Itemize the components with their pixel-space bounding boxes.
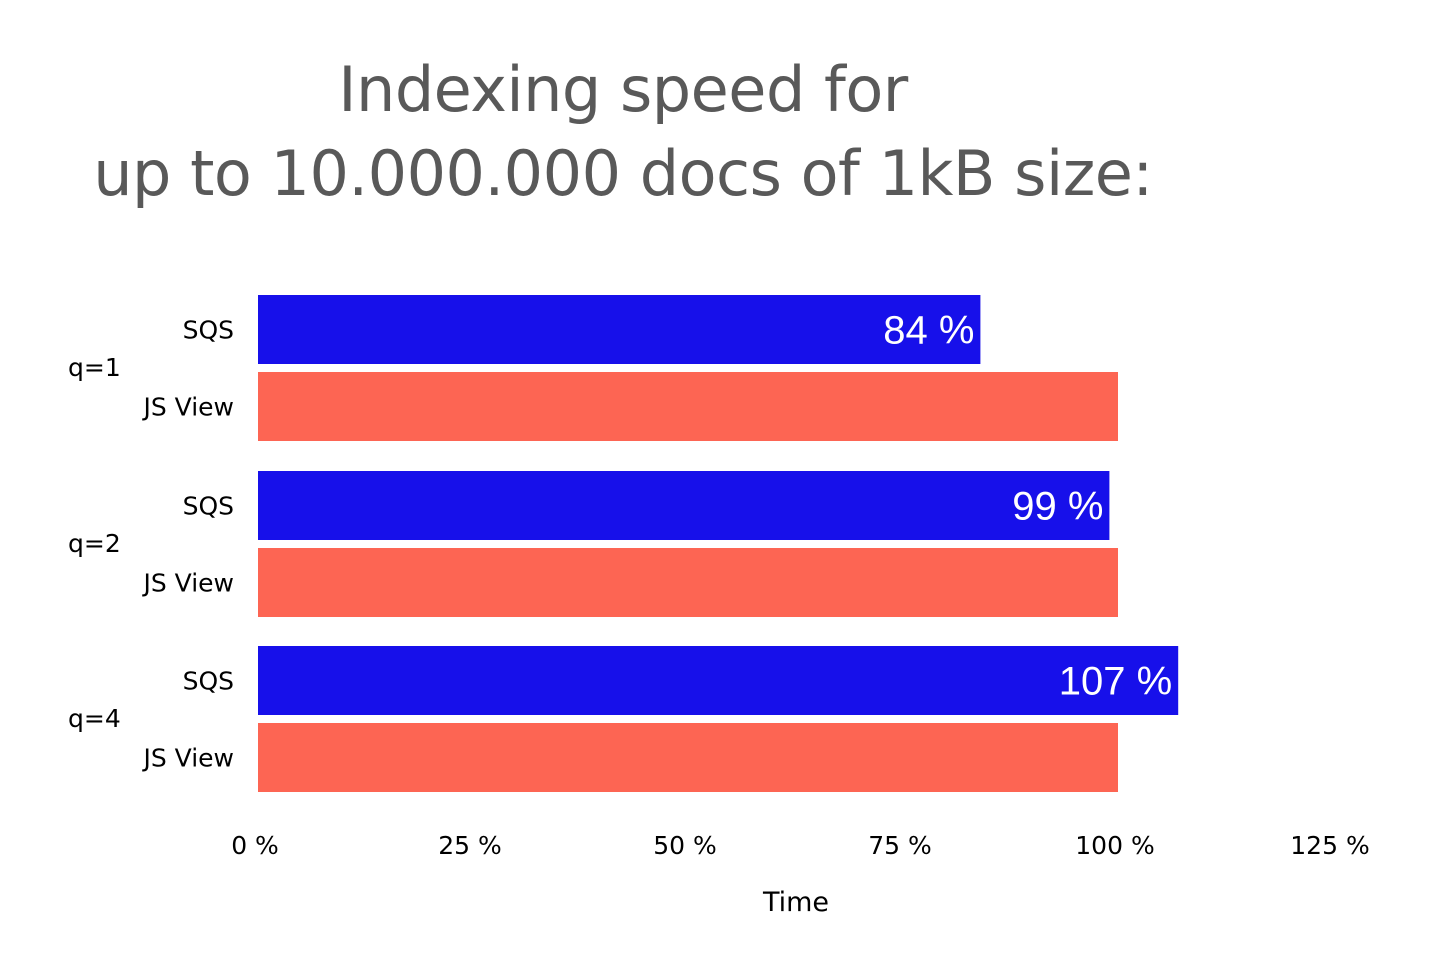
category-label: SQS	[183, 492, 234, 521]
x-tick-label: 0 %	[231, 831, 279, 860]
x-tick-label: 100 %	[1075, 831, 1154, 860]
bar-q=4-sqs	[258, 646, 1179, 715]
x-axis-title: Time	[762, 887, 829, 918]
data-label: 99 %	[1012, 485, 1103, 529]
group-label: q=2	[68, 529, 121, 558]
bar-q=2-js-view	[258, 548, 1118, 617]
bar-q=1-sqs	[258, 295, 981, 364]
x-tick-label: 75 %	[868, 831, 932, 860]
category-label: SQS	[183, 316, 234, 345]
data-label: 84 %	[883, 309, 974, 353]
group-label: q=1	[68, 353, 121, 382]
x-tick-label: 25 %	[438, 831, 502, 860]
x-tick-label: 50 %	[653, 831, 717, 860]
x-tick-label: 125 %	[1290, 831, 1369, 860]
category-label: JS View	[141, 744, 234, 773]
bar-q=4-js-view	[258, 723, 1118, 792]
chart-title-line-1: Indexing speed for	[338, 53, 908, 126]
bar-q=2-sqs	[258, 471, 1110, 540]
group-label: q=4	[68, 704, 121, 733]
data-label: 107 %	[1059, 660, 1172, 704]
category-label: SQS	[183, 667, 234, 696]
bar-q=1-js-view	[258, 372, 1118, 441]
category-label: JS View	[141, 393, 234, 422]
category-label: JS View	[141, 569, 234, 598]
chart-title-line-2: up to 10.000.000 docs of 1kB size:	[93, 137, 1153, 210]
chart-title: Indexing speed for up to 10.000.000 docs…	[0, 48, 1246, 216]
